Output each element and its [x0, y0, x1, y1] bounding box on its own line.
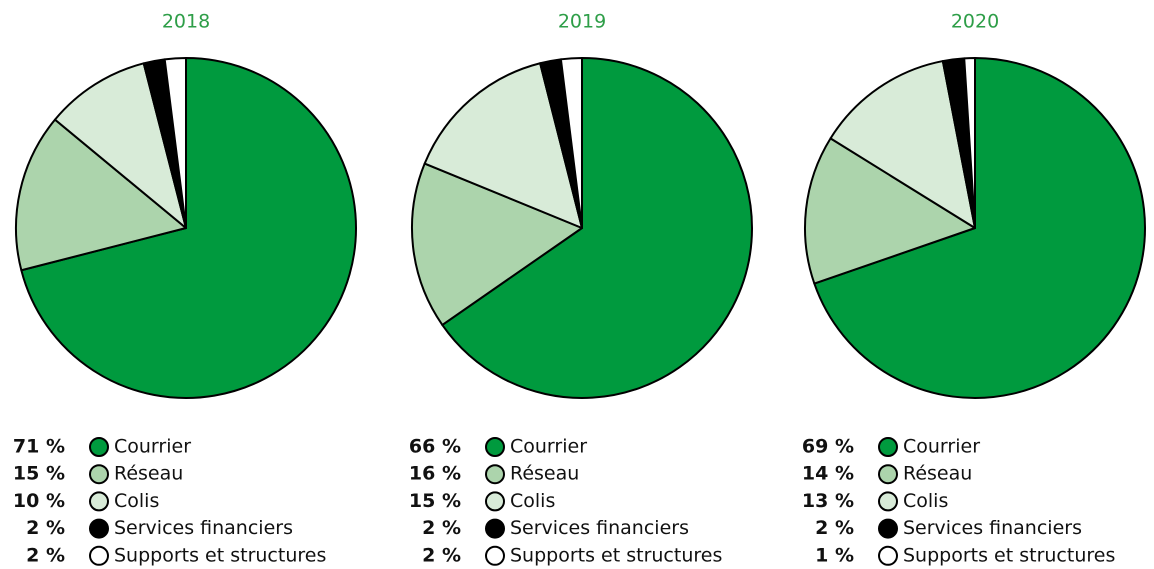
value-label: 2 % — [26, 517, 65, 539]
legend-swatch — [485, 491, 505, 512]
legend-swatch — [878, 437, 898, 457]
pie-slice — [15, 118, 187, 272]
legend-swatch — [89, 437, 109, 457]
legend-swatch — [89, 545, 109, 566]
legend-swatch — [89, 518, 109, 539]
value-label: 71 % — [13, 436, 65, 458]
pie-slice — [54, 62, 187, 229]
value-label: 16 % — [409, 463, 461, 485]
value-label: 2 % — [422, 517, 461, 539]
legend-swatch — [878, 491, 898, 512]
legend-swatch — [878, 545, 898, 566]
legend-label: Réseau — [114, 463, 183, 485]
legend-label: Colis — [510, 490, 555, 512]
value-label: 2 % — [422, 544, 461, 566]
value-label: 2 % — [26, 544, 65, 566]
pie-slice — [804, 137, 976, 285]
value-label: 15 % — [409, 490, 461, 512]
legend-label: Courrier — [903, 436, 980, 458]
pie-slice — [423, 62, 583, 229]
legend-swatch — [89, 491, 109, 512]
legend-label: Supports et structures — [114, 544, 326, 566]
value-label: 2 % — [815, 517, 854, 539]
legend-swatch — [485, 518, 505, 539]
legend-label: Réseau — [903, 463, 972, 485]
value-label: 69 % — [802, 436, 854, 458]
pie-slice — [20, 57, 357, 399]
legend-label: Courrier — [510, 436, 587, 458]
legend-swatch — [485, 545, 505, 566]
chart-title: 2020 — [951, 11, 999, 33]
value-label: 1 % — [815, 544, 854, 566]
legend-label: Services financiers — [114, 517, 293, 539]
legend-label: Services financiers — [903, 517, 1082, 539]
legend-label: Supports et structures — [903, 544, 1115, 566]
legend-label: Supports et structures — [510, 544, 722, 566]
pie-slice — [559, 57, 583, 229]
legend-label: Courrier — [114, 436, 191, 458]
pie-slice — [163, 57, 187, 229]
legend-label: Colis — [114, 490, 159, 512]
value-label: 66 % — [409, 436, 461, 458]
legend-swatch — [878, 518, 898, 539]
pie-slice — [829, 60, 976, 229]
pie-slice — [813, 57, 1146, 399]
legend-label: Réseau — [510, 463, 579, 485]
legend-label: Colis — [903, 490, 948, 512]
legend-swatch — [89, 464, 109, 485]
chart-title: 2019 — [558, 11, 606, 33]
value-label: 10 % — [13, 490, 65, 512]
value-label: 15 % — [13, 463, 65, 485]
pie-slice — [963, 57, 976, 229]
chart-title: 2018 — [162, 11, 210, 33]
legend-swatch — [485, 437, 505, 457]
legend-swatch — [485, 464, 505, 485]
value-label: 13 % — [802, 490, 854, 512]
value-label: 14 % — [802, 463, 854, 485]
pie-slice — [411, 162, 583, 326]
legend-label: Services financiers — [510, 517, 689, 539]
pie-slice — [441, 57, 753, 399]
legend-swatch — [878, 464, 898, 485]
